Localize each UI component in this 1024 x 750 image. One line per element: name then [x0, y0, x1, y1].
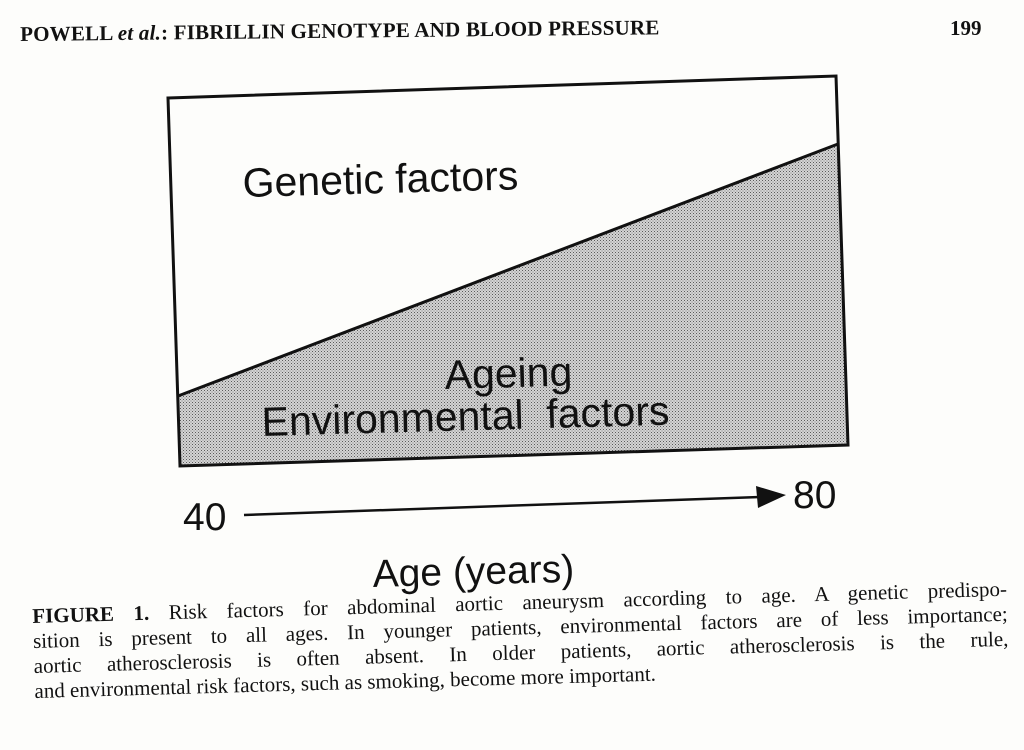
age-axis-line: [243, 495, 761, 517]
axis-end-label: 80: [793, 474, 836, 517]
divider-line: [177, 142, 839, 398]
caption-figure-label: FIGURE 1.: [32, 600, 150, 628]
page-number: 199: [950, 16, 982, 40]
axis-start-label: 40: [183, 496, 226, 539]
ageing-label: Ageing: [444, 348, 573, 398]
axis-title: Age (years): [372, 548, 575, 596]
diagram-frame: [166, 74, 850, 468]
environmental-region: [178, 144, 848, 466]
genetic-factors-label: Genetic factors: [242, 152, 519, 206]
environmental-factors-label: Environmental factors: [261, 388, 670, 445]
age-axis-arrowhead: [756, 486, 786, 508]
